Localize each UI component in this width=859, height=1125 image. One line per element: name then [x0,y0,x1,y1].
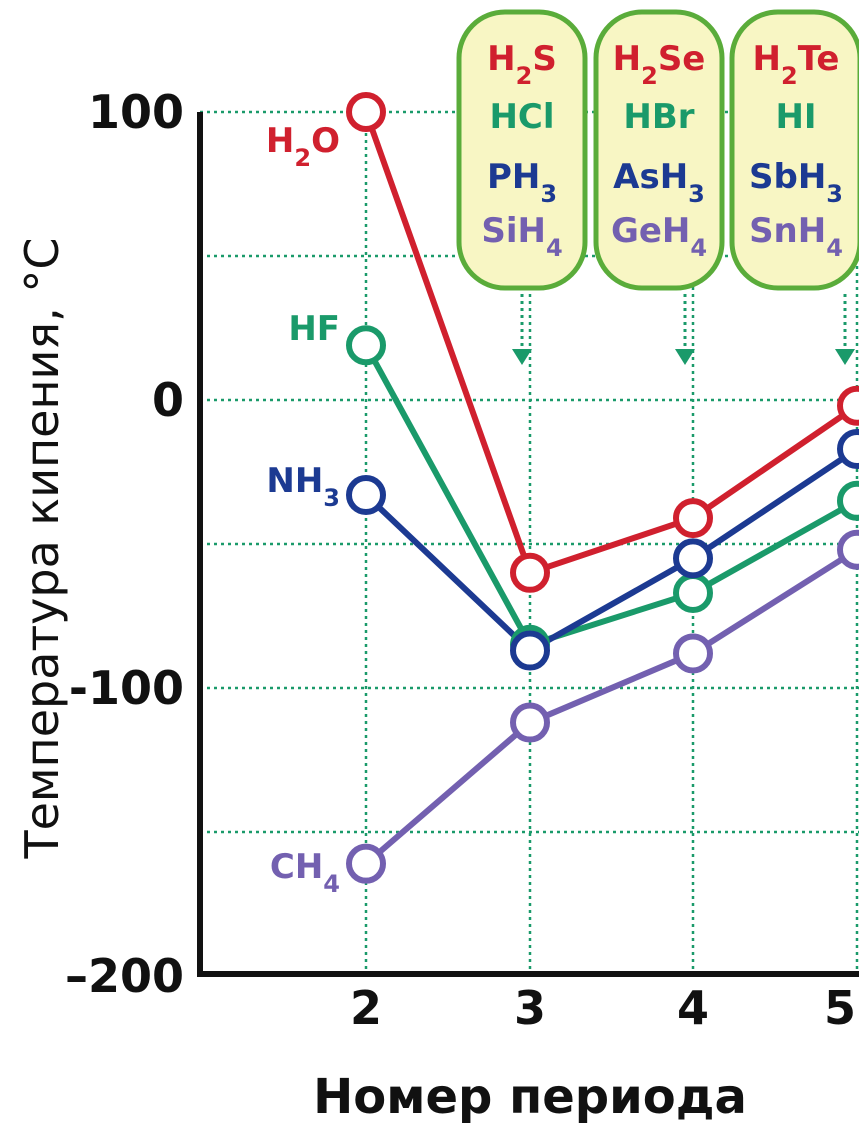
series-line [364,547,859,866]
formula-labels: H2O HF NH3 CH4 [266,121,340,898]
formula-label: HI [775,97,816,137]
series-points [346,92,859,884]
data-point [673,538,713,579]
formula-label: CH4 [270,847,340,898]
x-tick-label: 3 [514,981,546,1035]
series-line [363,446,859,654]
x-tick-labels: 2 3 4 5 [350,981,856,1035]
formula-label: NH3 [266,461,340,512]
series-line [363,110,859,576]
formula-label: AsH3 [613,157,705,208]
data-point [510,702,550,743]
arrow-head-icon [835,349,855,365]
y-tick-label: 0 [152,373,184,427]
series-line [363,343,859,648]
data-point [346,843,386,884]
data-point [346,325,386,366]
formula-label: HCl [489,97,554,137]
formula-label: H2Se [613,39,706,90]
period-box [593,9,725,291]
axes [197,112,859,977]
formula-label: H2S [487,39,557,90]
data-point [346,92,386,132]
formula-label: SiH4 [481,211,562,262]
formula-label: PH3 [487,157,557,208]
series-lines [363,110,859,866]
period-box [456,9,588,291]
formula-label: SnH4 [749,211,843,262]
formula-label: HF [288,309,340,349]
data-point [837,385,859,426]
y-tick-label: 100 [88,85,184,139]
x-tick-label: 5 [824,981,856,1035]
data-point [673,633,713,674]
y-tick-labels: 100 0 -100 –200 [65,85,184,1003]
x-tick-label: 4 [677,981,709,1035]
arrow-head-icon [675,349,695,365]
data-point [510,552,550,593]
data-point [673,498,713,539]
formula-label: SbH3 [749,157,843,208]
formula-label: GeH4 [611,211,707,262]
y-axis-title: Температура кипения, °C [15,238,69,860]
data-point [837,428,859,469]
formula-label: H2Te [753,39,840,90]
x-axis-title: Номер периода [313,1069,747,1125]
formula-label: HBr [623,97,694,137]
data-point [837,529,859,570]
data-point [673,572,713,613]
y-tick-label: –200 [65,949,184,1003]
arrow-head-icon [512,349,532,365]
y-tick-label: -100 [69,661,184,715]
data-point [510,630,550,671]
period-box [729,9,859,291]
formula-label: H2O [266,121,340,172]
data-point [346,475,386,516]
data-point [837,480,859,521]
x-tick-label: 2 [350,981,382,1035]
